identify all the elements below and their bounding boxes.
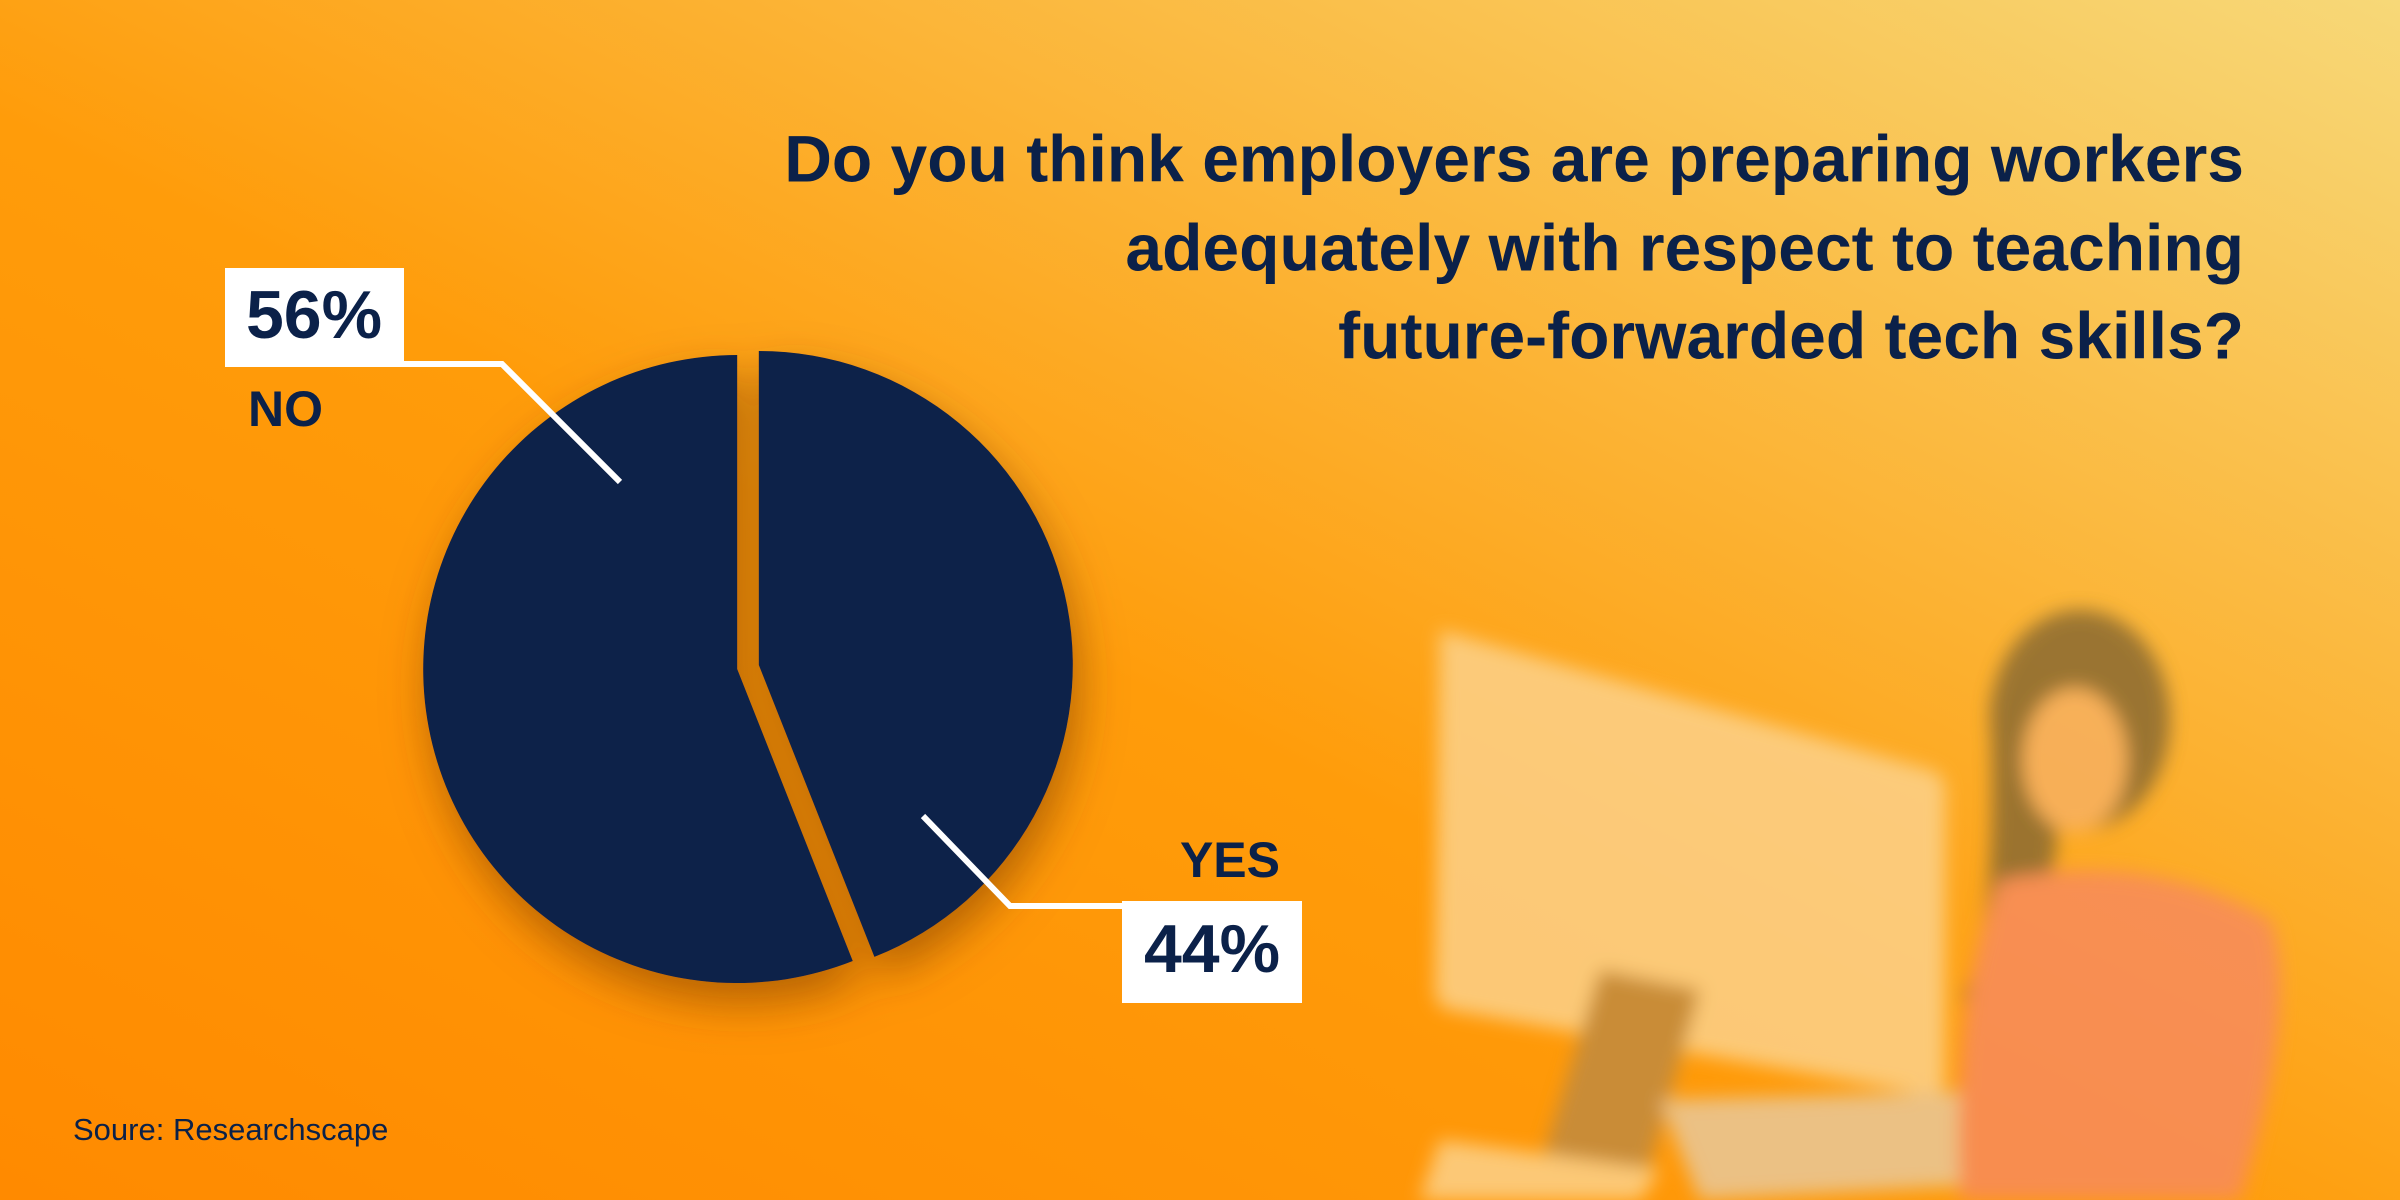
source: Soure: Researchscape [73, 1112, 388, 1147]
category-label: YES [1180, 832, 1280, 888]
value-label: 56% [246, 277, 382, 353]
leader-line [404, 361, 623, 485]
title: Do you think employers are preparing wor… [784, 121, 2244, 372]
background-illustration [1420, 610, 2280, 1200]
label-box [225, 268, 404, 367]
label-box [1122, 901, 1302, 1003]
value-label: 44% [1144, 911, 1280, 987]
pie [423, 350, 1073, 984]
labels: 44% YES 56% NO [225, 268, 1302, 1003]
category-label: NO [248, 381, 323, 437]
title-line: adequately with respect to teaching [1125, 210, 2244, 284]
pie-slice [758, 350, 1073, 957]
leader-line [920, 813, 1122, 909]
title-line: future-forwarded tech skills? [1338, 298, 2244, 372]
title-line: Do you think employers are preparing wor… [784, 121, 2244, 195]
pie-slice [423, 355, 853, 984]
